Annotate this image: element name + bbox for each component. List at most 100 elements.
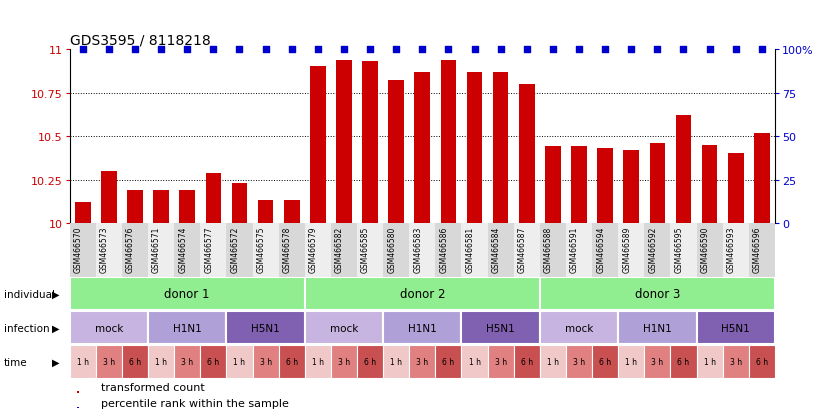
Text: GSM466588: GSM466588 (543, 226, 552, 272)
Bar (670, 346, 695, 378)
Bar (305, 278, 539, 310)
Text: GSM466571: GSM466571 (152, 226, 161, 273)
Bar (231, 183, 247, 223)
Text: GSM466580: GSM466580 (387, 226, 396, 273)
Bar (618, 223, 644, 277)
Text: GSM466581: GSM466581 (465, 226, 474, 272)
Bar (513, 223, 539, 277)
Bar (70, 278, 305, 310)
Bar (670, 223, 695, 277)
Text: GSM466586: GSM466586 (439, 226, 448, 273)
Bar (618, 346, 644, 378)
Text: transformed count: transformed count (102, 382, 205, 392)
Point (154, 47, 167, 53)
Bar (622, 151, 638, 223)
Text: H5N1: H5N1 (486, 323, 514, 333)
Text: 1 h: 1 h (468, 357, 480, 366)
Bar (727, 154, 743, 223)
Text: 3 h: 3 h (337, 357, 350, 366)
Text: 3 h: 3 h (181, 357, 193, 366)
Bar (70, 312, 148, 344)
Bar (278, 223, 305, 277)
Text: mock: mock (329, 323, 358, 333)
Bar (675, 116, 690, 223)
Text: 3 h: 3 h (416, 357, 428, 366)
Text: donor 1: donor 1 (165, 287, 210, 301)
Bar (539, 278, 774, 310)
Text: H5N1: H5N1 (721, 323, 749, 333)
Bar (305, 312, 382, 344)
Bar (644, 346, 670, 378)
Point (545, 47, 559, 53)
Text: 6 h: 6 h (755, 357, 767, 366)
Text: GSM466576: GSM466576 (126, 226, 135, 273)
Text: H1N1: H1N1 (642, 323, 671, 333)
Bar (331, 223, 356, 277)
Point (337, 47, 350, 53)
Bar (487, 223, 513, 277)
Bar (722, 346, 748, 378)
Bar (122, 223, 148, 277)
Text: GSM466584: GSM466584 (491, 226, 500, 273)
Bar (518, 85, 534, 223)
Bar (753, 133, 769, 223)
Bar (174, 346, 200, 378)
Bar (461, 312, 539, 344)
Text: 6 h: 6 h (520, 357, 532, 366)
Text: GSM466575: GSM466575 (256, 226, 265, 273)
Text: 1 h: 1 h (311, 357, 324, 366)
Text: 1 h: 1 h (233, 357, 245, 366)
Text: 3 h: 3 h (102, 357, 115, 366)
Text: GSM466589: GSM466589 (622, 226, 631, 273)
Bar (305, 223, 331, 277)
Bar (96, 223, 122, 277)
Text: 6 h: 6 h (207, 357, 219, 366)
Text: 6 h: 6 h (129, 357, 141, 366)
Text: 1 h: 1 h (77, 357, 88, 366)
Text: ▶: ▶ (52, 289, 60, 299)
Text: mock: mock (94, 323, 123, 333)
Bar (596, 149, 613, 223)
Bar (565, 223, 591, 277)
Text: GSM466578: GSM466578 (283, 226, 292, 273)
Text: 3 h: 3 h (494, 357, 506, 366)
Bar (414, 73, 430, 223)
Text: individual: individual (4, 289, 55, 299)
Text: GSM466574: GSM466574 (178, 226, 187, 273)
Bar (122, 346, 148, 378)
Point (389, 47, 402, 53)
Bar (148, 346, 174, 378)
Text: donor 3: donor 3 (634, 287, 679, 301)
Bar (70, 223, 96, 277)
Text: GDS3595 / 8118218: GDS3595 / 8118218 (70, 33, 210, 47)
Bar (382, 346, 409, 378)
Text: GSM466587: GSM466587 (517, 226, 526, 273)
Point (468, 47, 481, 53)
Bar (362, 62, 378, 223)
Text: infection: infection (4, 323, 50, 333)
Bar (77, 407, 79, 408)
Bar (257, 201, 273, 223)
Bar (748, 223, 774, 277)
Text: 1 h: 1 h (390, 357, 401, 366)
Bar (278, 346, 305, 378)
Bar (539, 312, 618, 344)
Point (233, 47, 246, 53)
Text: 6 h: 6 h (599, 357, 610, 366)
Bar (101, 171, 116, 223)
Bar (539, 346, 565, 378)
Point (311, 47, 324, 53)
Bar (440, 60, 455, 223)
Text: mock: mock (564, 323, 592, 333)
Bar (200, 223, 226, 277)
Bar (409, 223, 435, 277)
Text: GSM466585: GSM466585 (360, 226, 369, 273)
Text: time: time (4, 357, 28, 367)
Point (519, 47, 532, 53)
Bar (382, 223, 409, 277)
Text: 6 h: 6 h (676, 357, 689, 366)
Bar (435, 346, 461, 378)
Bar (409, 346, 435, 378)
Bar (356, 346, 382, 378)
Bar (226, 312, 305, 344)
